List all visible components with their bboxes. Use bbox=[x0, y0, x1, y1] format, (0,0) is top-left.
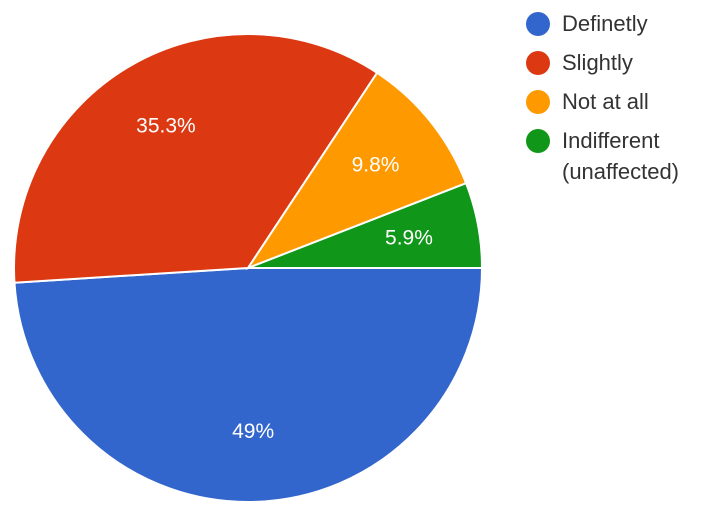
legend-item-indifferent[interactable]: Indifferent (unaffected) bbox=[526, 125, 706, 187]
legend-label: Indifferent (unaffected) bbox=[562, 125, 679, 187]
pie-slice-labels: 49% 35.3% 9.8% 5.9% bbox=[136, 115, 433, 443]
legend-label: Slightly bbox=[562, 47, 633, 78]
slice-label-not-at-all: 9.8% bbox=[352, 154, 400, 177]
legend-swatch bbox=[526, 12, 550, 36]
legend-label: Definetly bbox=[562, 8, 648, 39]
slice-label-indifferent-unaffected: 5.9% bbox=[385, 226, 433, 249]
legend-swatch bbox=[526, 51, 550, 75]
legend-item-definetly[interactable]: Definetly bbox=[526, 8, 706, 39]
pie-slice-indifferent-unaffected[interactable] bbox=[247, 181, 484, 269]
legend-item-slightly[interactable]: Slightly bbox=[526, 47, 706, 78]
pie-slice-not-at-all[interactable] bbox=[245, 71, 468, 271]
chart-legend: Definetly Slightly Not at all Indifferent (u… bbox=[526, 8, 706, 195]
legend-label-line: (unaffected) bbox=[562, 159, 680, 184]
pie-slices bbox=[13, 33, 484, 503]
pie-slice-definetly[interactable] bbox=[13, 267, 484, 503]
pie-slice-slightly[interactable] bbox=[13, 33, 379, 284]
legend-label-line: Definetly bbox=[562, 11, 648, 36]
legend-label-line: Slightly bbox=[562, 50, 633, 75]
legend-label-line: Not at all bbox=[562, 89, 649, 114]
legend-label-line: Indifferent bbox=[562, 128, 660, 153]
slice-label-definetly: 49% bbox=[232, 420, 274, 443]
legend-label: Not at all bbox=[562, 86, 649, 117]
slice-label-slightly: 35.3% bbox=[136, 115, 196, 138]
legend-swatch bbox=[526, 129, 550, 153]
legend-item-not-at-all[interactable]: Not at all bbox=[526, 86, 706, 117]
legend-swatch bbox=[526, 90, 550, 114]
